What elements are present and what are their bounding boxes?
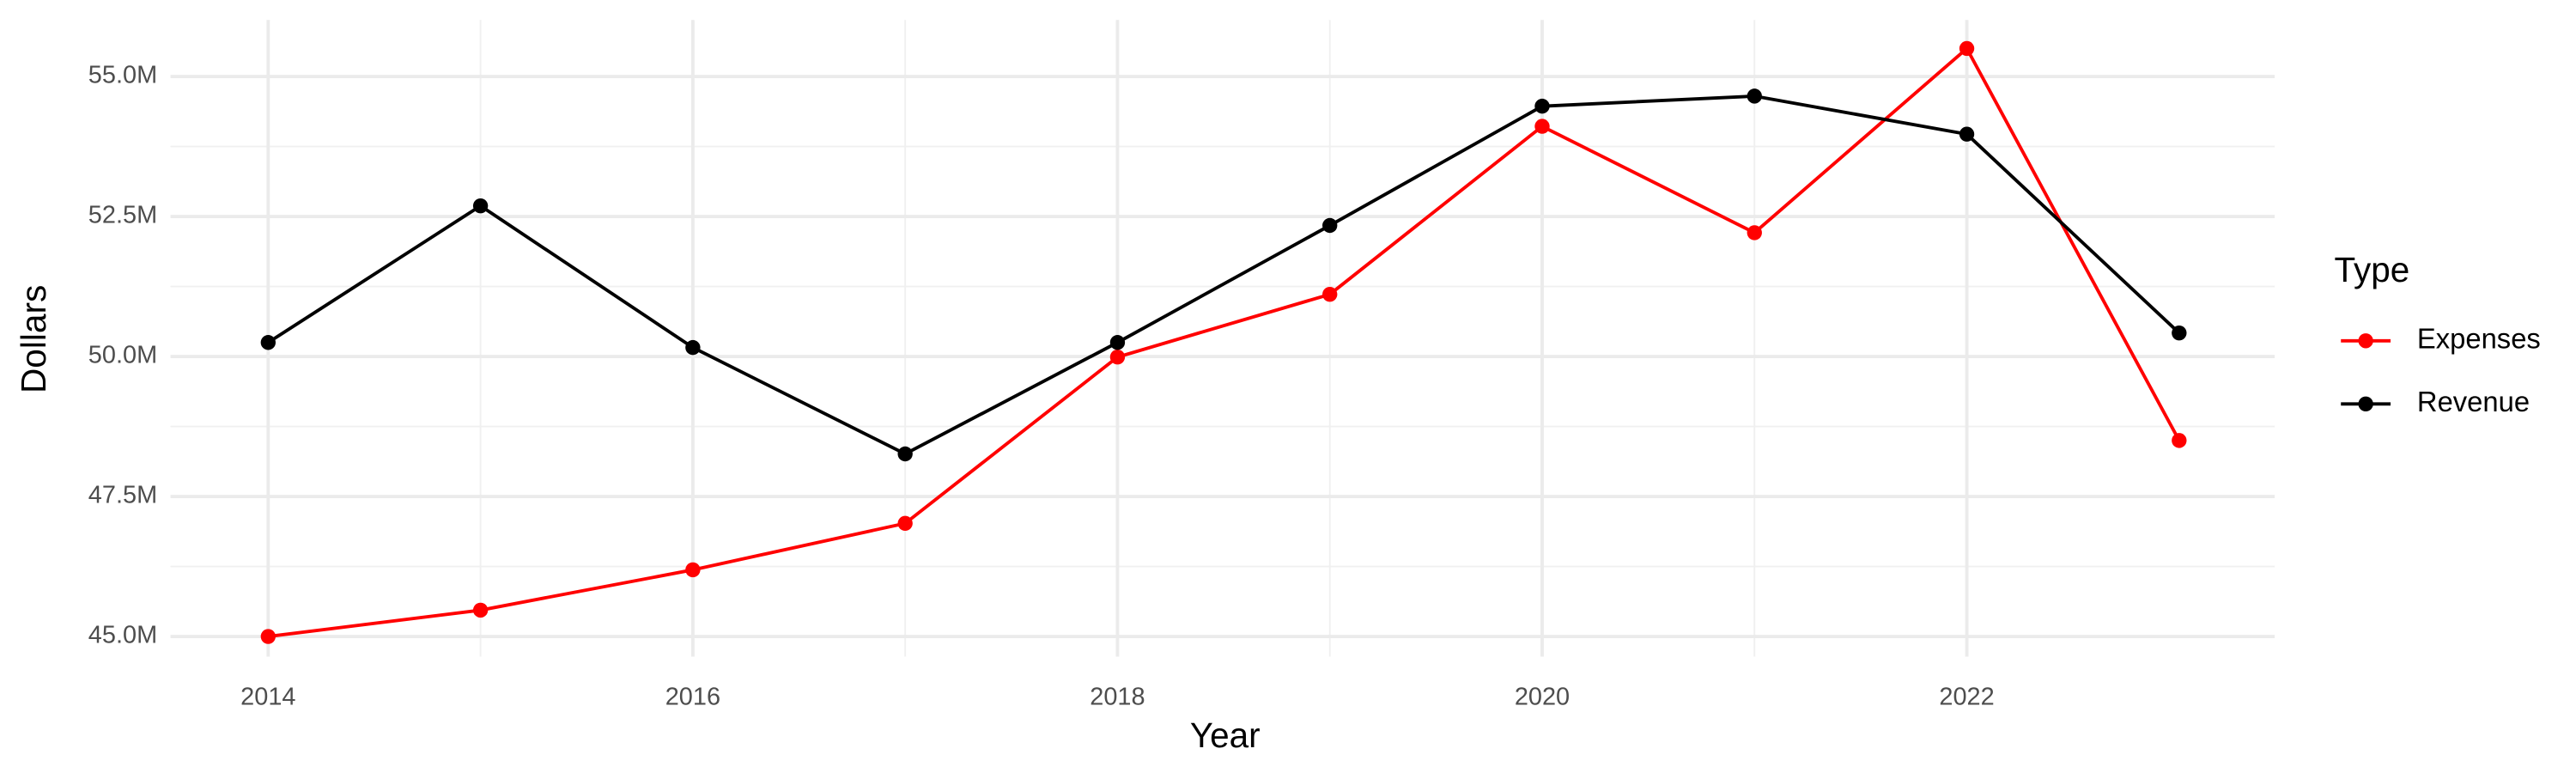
legend-label: Expenses	[2417, 322, 2541, 354]
y-tick-label: 47.5M	[88, 482, 157, 509]
data-point	[685, 339, 701, 356]
series-line	[267, 94, 2181, 456]
data-point	[897, 446, 913, 462]
data-point	[1534, 119, 1550, 134]
data-point	[685, 562, 701, 578]
x-axis-title: Year	[1190, 715, 1261, 755]
data-point	[1747, 225, 1762, 240]
x-tick-label: 2020	[1515, 684, 1570, 711]
data-point	[1322, 217, 1338, 234]
legend-key-point	[2358, 333, 2373, 349]
data-point	[2172, 325, 2187, 341]
data-point	[260, 335, 276, 350]
x-tick-label: 2022	[1939, 684, 1994, 711]
x-tick-label: 2014	[240, 684, 295, 711]
data-point	[1534, 98, 1550, 114]
series-line	[268, 46, 2181, 638]
legend-label: Revenue	[2417, 386, 2530, 417]
x-tick-label: 2018	[1090, 684, 1145, 711]
data-point	[1747, 88, 1762, 104]
y-tick-label: 50.0M	[88, 342, 157, 369]
data-point	[1959, 40, 1975, 57]
x-tick-label: 2016	[665, 684, 720, 711]
legend-key-point	[2358, 396, 2373, 412]
y-tick-label: 45.0M	[88, 622, 157, 649]
data-point	[1322, 286, 1338, 302]
data-point	[1959, 126, 1975, 142]
data-point	[472, 602, 489, 618]
data-point	[2172, 433, 2187, 448]
data-point	[1109, 335, 1126, 350]
data-point	[897, 515, 913, 532]
data-point	[472, 198, 489, 214]
legend-title: Type	[2335, 250, 2410, 289]
data-point	[260, 629, 276, 644]
y-tick-label: 55.0M	[88, 62, 157, 89]
data-point	[1109, 350, 1126, 365]
y-tick-label: 52.5M	[88, 202, 157, 229]
y-axis-title: Dollars	[14, 285, 53, 393]
